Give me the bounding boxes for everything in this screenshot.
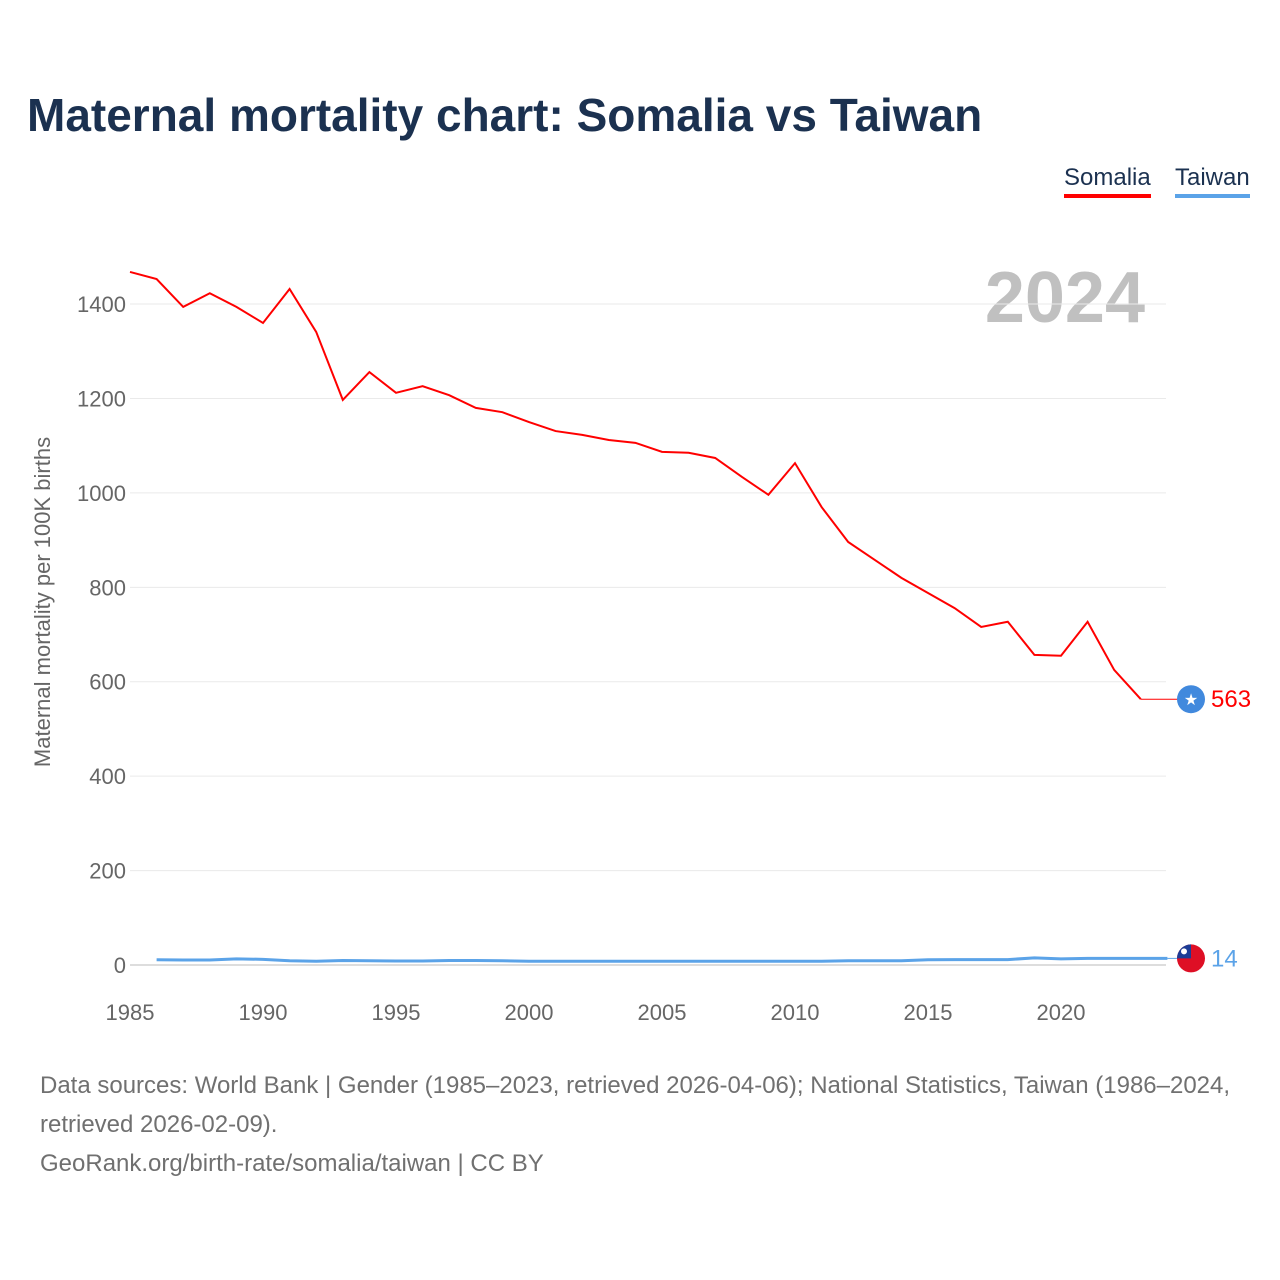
end-value-label: 14 <box>1211 945 1238 972</box>
y-tick-label: 1200 <box>77 386 126 411</box>
y-axis-label: Maternal mortality per 100K births <box>30 437 55 767</box>
data-sources: Data sources: World Bank | Gender (1985–… <box>40 1072 1231 1138</box>
x-tick-label: 1985 <box>106 1000 155 1025</box>
y-tick-label: 1000 <box>77 481 126 506</box>
series-line-somalia <box>129 270 1142 700</box>
x-tick-label: 1990 <box>239 1000 288 1025</box>
flag-sun <box>1181 948 1187 955</box>
y-tick-label: 0 <box>114 953 126 978</box>
y-tick-label: 1400 <box>77 292 126 317</box>
x-tick-label: 1995 <box>372 1000 421 1025</box>
y-tick-label: 200 <box>89 859 126 884</box>
y-tick-label: 400 <box>89 764 126 789</box>
footer: Data sources: World Bank | Gender (1985–… <box>40 1066 1240 1183</box>
chart-title: Maternal mortality chart: Somalia vs Tai… <box>27 89 983 141</box>
x-tick-label: 2005 <box>638 1000 687 1025</box>
series-line-taiwan <box>156 956 1168 963</box>
x-tick-label: 2000 <box>505 1000 554 1025</box>
line-chart: 2024 0 200 400 600 800 1000 1200 1400 1985 1990 199… <box>30 258 1251 1025</box>
somalia-flag-icon <box>1177 685 1205 714</box>
x-tick-label: 2015 <box>904 1000 953 1025</box>
y-tick-label: 600 <box>89 670 126 695</box>
y-tick-label: 800 <box>89 575 126 600</box>
flag-star: ★ <box>1184 692 1198 709</box>
end-value-label: 563 <box>1211 686 1251 713</box>
legend-taiwan[interactable]: Taiwan <box>1175 164 1250 198</box>
source-link[interactable]: GeoRank.org/birth-rate/somalia/taiwan | … <box>40 1150 544 1177</box>
year-label: 2024 <box>985 258 1145 338</box>
legend-somalia[interactable]: Somalia <box>1064 164 1151 198</box>
x-tick-label: 2020 <box>1037 1000 1086 1025</box>
x-tick-label: 2010 <box>771 1000 820 1025</box>
